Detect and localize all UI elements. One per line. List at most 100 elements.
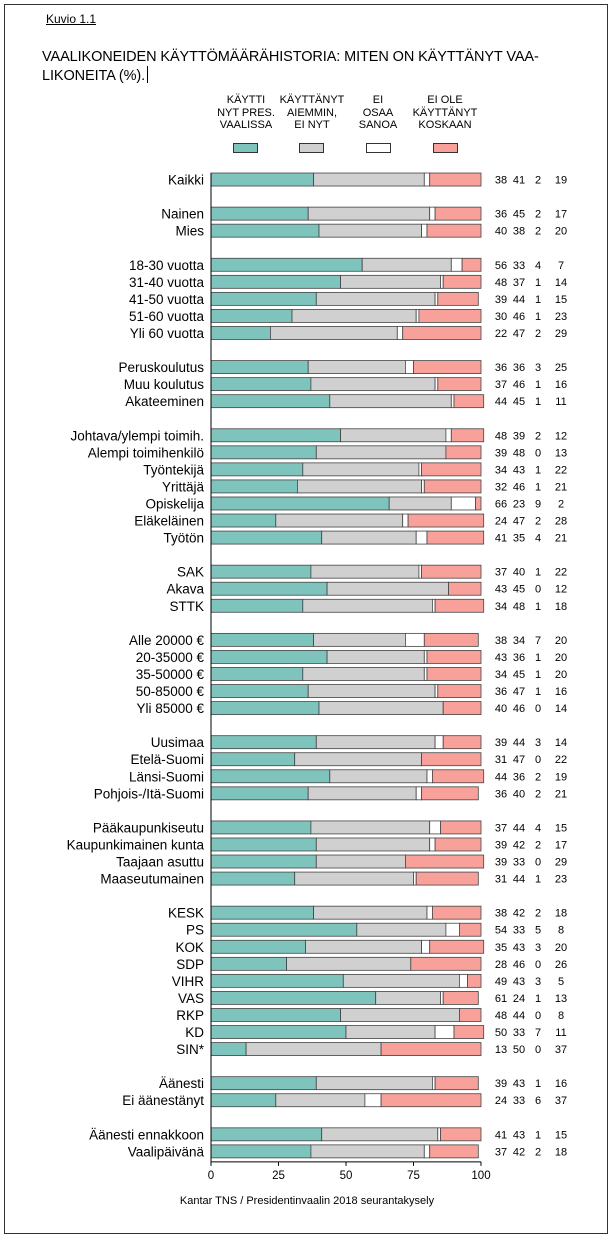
seg-dont-know (458, 973, 468, 988)
data-label: 47 (513, 516, 525, 528)
data-label: 19 (555, 771, 567, 783)
data-label: 1 (535, 379, 541, 391)
seg-used-before (310, 820, 431, 835)
data-label: 33 (513, 1027, 525, 1039)
seg-never-used (415, 871, 479, 886)
data-label: 36 (513, 771, 525, 783)
data-label: 2 (535, 209, 541, 221)
data-label: 33 (513, 1095, 525, 1107)
seg-used-now (210, 1042, 247, 1056)
seg-used-before (275, 1093, 366, 1108)
data-label: 29 (555, 328, 567, 340)
data-label: 6 (535, 1095, 541, 1107)
seg-dont-know (423, 650, 428, 664)
seg-dont-know (450, 394, 455, 409)
legend-line: KÄYTTÄNYT (279, 94, 345, 106)
seg-used-before (318, 701, 444, 715)
data-label: 43 (495, 652, 507, 664)
data-label: 2 (535, 328, 541, 340)
data-label: 7 (535, 635, 541, 647)
legend-label-never-used: EI OLE KÄYTTÄNYT KOSKAAN (405, 94, 485, 132)
data-label: 40 (513, 788, 525, 800)
data-label: 1 (535, 396, 541, 408)
category-label: Peruskoulutus (118, 360, 204, 375)
legend-line: NYT PRES. (217, 106, 275, 119)
category-label: Työntekijä (143, 462, 204, 477)
legend-swatch-never-used (433, 143, 458, 153)
data-label: 1 (535, 669, 541, 681)
seg-never-used (426, 530, 485, 545)
source-note: Kantar TNS / Presidentinvaalin 2018 seur… (179, 1195, 435, 1207)
seg-dont-know (421, 479, 425, 494)
legend-line: EI (372, 94, 384, 106)
seg-dont-know (423, 172, 431, 187)
data-label: 23 (555, 311, 567, 323)
seg-used-now (210, 667, 304, 681)
data-label: 9 (535, 498, 541, 510)
data-label: 14 (555, 737, 567, 749)
data-label: 8 (558, 925, 564, 937)
seg-never-used (458, 922, 482, 937)
data-label: 4 (535, 260, 541, 272)
data-label: 37 (495, 1146, 507, 1158)
seg-used-now (210, 684, 309, 698)
data-label: 2 (535, 226, 541, 238)
data-label: 39 (495, 294, 507, 306)
data-label: 39 (495, 857, 507, 869)
data-label: 38 (513, 226, 525, 238)
data-label: 38 (495, 635, 507, 647)
seg-used-now (210, 291, 317, 306)
data-label: 3 (535, 737, 541, 749)
data-label: 56 (495, 260, 507, 272)
legend-swatch-used-now (233, 143, 258, 153)
category-label: Mies (175, 224, 204, 239)
data-label: 45 (513, 209, 525, 221)
seg-never-used (426, 667, 482, 681)
x-tick-label: 75 (407, 1170, 420, 1182)
seg-never-used (404, 854, 485, 869)
data-label: 43 (513, 1078, 525, 1090)
seg-used-now (210, 223, 320, 238)
data-label: 22 (555, 754, 567, 766)
seg-used-now (210, 445, 317, 460)
seg-used-now (210, 701, 320, 715)
data-label: 12 (555, 584, 567, 596)
data-label: 37 (495, 822, 507, 834)
legend-line: AIEMMIN, (286, 106, 338, 119)
data-label: 26 (555, 959, 567, 971)
category-label: VIHR (172, 974, 205, 989)
data-label: 2 (535, 175, 541, 187)
seg-used-before (315, 735, 436, 750)
seg-used-before (302, 598, 433, 613)
data-label: 0 (535, 447, 541, 459)
legend-line: SANOA (358, 119, 398, 131)
seg-dont-know (440, 274, 444, 289)
data-label: 2 (535, 516, 541, 528)
data-label: 2 (535, 771, 541, 783)
seg-never-used (421, 462, 482, 477)
data-label: 16 (555, 379, 567, 391)
seg-used-now (210, 854, 317, 869)
seg-dont-know (418, 462, 422, 477)
data-label: 37 (513, 277, 525, 289)
data-label: 42 (513, 839, 525, 851)
data-label: 22 (555, 567, 567, 579)
category-label: RKP (176, 1008, 204, 1023)
data-label: 47 (513, 754, 525, 766)
seg-dont-know (434, 735, 444, 750)
seg-dont-know (431, 598, 436, 613)
data-label: 21 (555, 533, 567, 545)
data-label: 1 (535, 874, 541, 886)
seg-dont-know (429, 820, 441, 835)
seg-used-now (210, 650, 328, 664)
data-label: 17 (555, 839, 567, 851)
seg-used-now (210, 1093, 277, 1108)
seg-used-now (210, 769, 331, 784)
data-label: 5 (558, 976, 564, 988)
seg-never-used (421, 786, 479, 801)
data-label: 48 (495, 277, 507, 289)
seg-dont-know (426, 905, 433, 920)
seg-never-used (434, 1076, 479, 1091)
seg-used-before (315, 837, 431, 852)
seg-dont-know (450, 496, 476, 511)
